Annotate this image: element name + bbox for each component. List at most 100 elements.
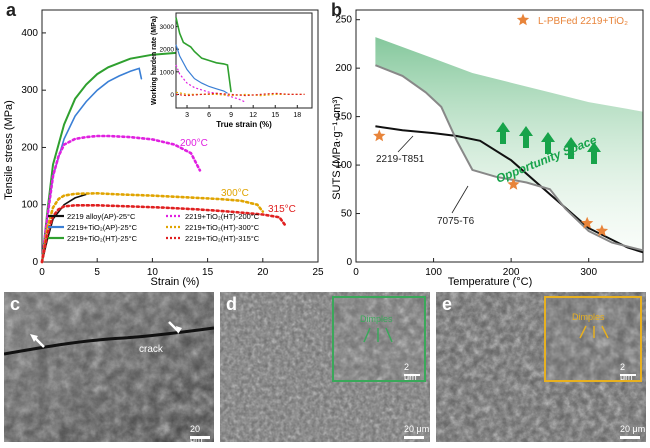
inset-ytick-label: 0 — [170, 92, 174, 99]
panel-letter-e: e — [442, 294, 453, 314]
chart-b-xtick-label: 200 — [503, 267, 520, 278]
inset-xtick-label: 6 — [207, 112, 211, 119]
data-star-0 — [373, 129, 386, 142]
legend-label-3: 2219+TiO₂(HT)-200°C — [185, 212, 260, 221]
chart-b-xtick-label: 0 — [353, 267, 359, 278]
scale-bar-c — [190, 436, 210, 439]
chart-b-line-0 — [375, 125, 644, 254]
legend-label-1: 2219+TiO₂(AP)-25°C — [67, 223, 138, 232]
scale-text-e: 20 μm — [620, 424, 646, 434]
chart-a-xtick-label: 0 — [39, 267, 45, 278]
pointer-2219 — [397, 135, 414, 153]
inset-scale-text-d: 2 μm — [404, 362, 417, 382]
data-star-1 — [507, 178, 520, 190]
legend-label-2: 2219+TiO₂(HT)-25°C — [67, 234, 138, 243]
inset-xtick-label: 12 — [249, 112, 257, 119]
chart-b-points — [373, 13, 609, 237]
legend-label-5: 2219+TiO₂(HT)-315°C — [185, 234, 260, 243]
annotation-200c: 200°C — [180, 138, 208, 149]
chart-b-xlabel: Temperature (°C) — [448, 276, 532, 288]
chart-a-xtick-label: 15 — [202, 267, 214, 278]
label-7075-t6: 7075-T6 — [437, 216, 475, 227]
chart-a-ylabel: Tensile stress (MPa) — [3, 100, 15, 200]
sem-texture-c — [4, 292, 214, 442]
inset-scale-text-e: 2 μm — [620, 362, 633, 382]
chart-b-xtick-label: 300 — [580, 267, 597, 278]
panel-letter-b: b — [331, 0, 342, 20]
legend-star — [516, 13, 530, 26]
scale-text-d: 20 μm — [404, 424, 430, 434]
opportunity-arrow-3 — [564, 137, 578, 159]
chart-b-axes: 0 100 200 300 0 50 100 150 200 250 — [335, 9, 644, 278]
inset-ytick-label: 3000 — [160, 24, 175, 31]
inset-ytick-label: 1000 — [160, 69, 175, 76]
panel-letter-a: a — [6, 0, 17, 20]
chart-a-frame — [41, 9, 319, 263]
sem-texture-d — [220, 292, 430, 442]
inset-xtick-label: 15 — [271, 112, 279, 119]
inset-e: Dimples 2 μm — [544, 296, 642, 382]
inset-series-1 — [175, 44, 228, 94]
panel-letter-d: d — [226, 294, 237, 314]
data-star-3 — [595, 224, 609, 237]
chart-b-ytick-label: 0 — [346, 257, 352, 268]
opportunity-arrow-2 — [541, 132, 555, 154]
legend-label-4: 2219+TiO₂(HT)-300°C — [185, 223, 260, 232]
inset-xtick-label: 18 — [293, 112, 301, 119]
opportunity-arrow-4 — [587, 142, 601, 164]
opportunity-arrows — [496, 122, 601, 164]
inset-xlabel: True strain (%) — [216, 120, 272, 129]
inset-scale-bar-d — [404, 374, 420, 376]
inset-ytick-label: 2000 — [160, 47, 175, 54]
inset-frame — [175, 12, 313, 109]
inset-xtick-label: 9 — [229, 112, 233, 119]
legend-label-0: 2219 alloy(AP)-25°C — [67, 212, 136, 221]
inset-series-2 — [175, 64, 247, 103]
dimples-label-d: Dimples — [360, 314, 393, 324]
inset-d: Dimples 2 μm — [332, 296, 426, 382]
chart-a-axes: 0 5 10 15 20 25 0 100 200 300 400 — [21, 9, 324, 278]
scale-bar-d — [404, 436, 424, 439]
scale-bar-e — [620, 436, 640, 439]
crack-label: crack — [139, 344, 163, 355]
chart-b-ytick-label: 100 — [335, 160, 352, 171]
inset-scale-bar-e — [620, 374, 636, 376]
chart-a-xtick-label: 25 — [312, 267, 324, 278]
chart-a-xtick-label: 20 — [257, 267, 269, 278]
chart-b-legend-label: L-PBFed 2219+TiO₂ — [538, 16, 628, 27]
inset-ylabel: Working harden rate (MPa) — [151, 16, 158, 105]
panel-letter-c: c — [10, 294, 21, 314]
chart-a-xtick-label: 5 — [94, 267, 100, 278]
opportunity-arrow-1 — [519, 126, 533, 148]
opportunity-arrow-0 — [496, 122, 510, 144]
chart-b-ytick-label: 50 — [341, 209, 353, 220]
chart-a-xtick-label: 10 — [147, 267, 159, 278]
chart-a-ytick-label: 0 — [32, 257, 38, 268]
sem-image-c: c crack 20 μm — [4, 292, 214, 442]
annotation-315c: 315°C — [268, 204, 296, 215]
series-line-4 — [40, 191, 265, 264]
chart-b-series — [375, 64, 644, 254]
chart-b-ytick-label: 150 — [335, 112, 352, 123]
sem-image-e: Dimples 2 μm e 20 μm — [436, 292, 646, 442]
opportunity-region — [375, 37, 643, 251]
chart-a-inset: 3 6 9 12 15 18 0 1000 2000 3000 True strain (%) Wor… — [151, 12, 313, 129]
inset-xtick-label: 3 — [185, 112, 189, 119]
chart-a-ytick-label: 100 — [21, 200, 38, 211]
sem-image-d: Dimples 2 μm d 20 μm — [220, 292, 430, 442]
pointer-7075 — [451, 185, 469, 214]
scale-text-c: 20 μm — [190, 424, 203, 442]
chart-a-xlabel: Strain (%) — [151, 276, 200, 288]
chart-b-ytick-label: 200 — [335, 63, 352, 74]
chart-a-ytick-label: 400 — [21, 28, 38, 39]
chart-b-ylabel: SUTS (MPa·g⁻¹·cm³) — [331, 96, 343, 200]
chart-b-line-1 — [375, 64, 644, 252]
data-star-2 — [581, 216, 594, 229]
series-line-3 — [40, 134, 202, 264]
inset-series-0 — [175, 17, 232, 93]
label-2219-t851: 2219-T851 — [376, 154, 425, 165]
chart-b-xtick-label: 100 — [425, 267, 442, 278]
chart-a-ytick-label: 300 — [21, 85, 38, 96]
chart-b-ytick-label: 250 — [335, 15, 352, 26]
